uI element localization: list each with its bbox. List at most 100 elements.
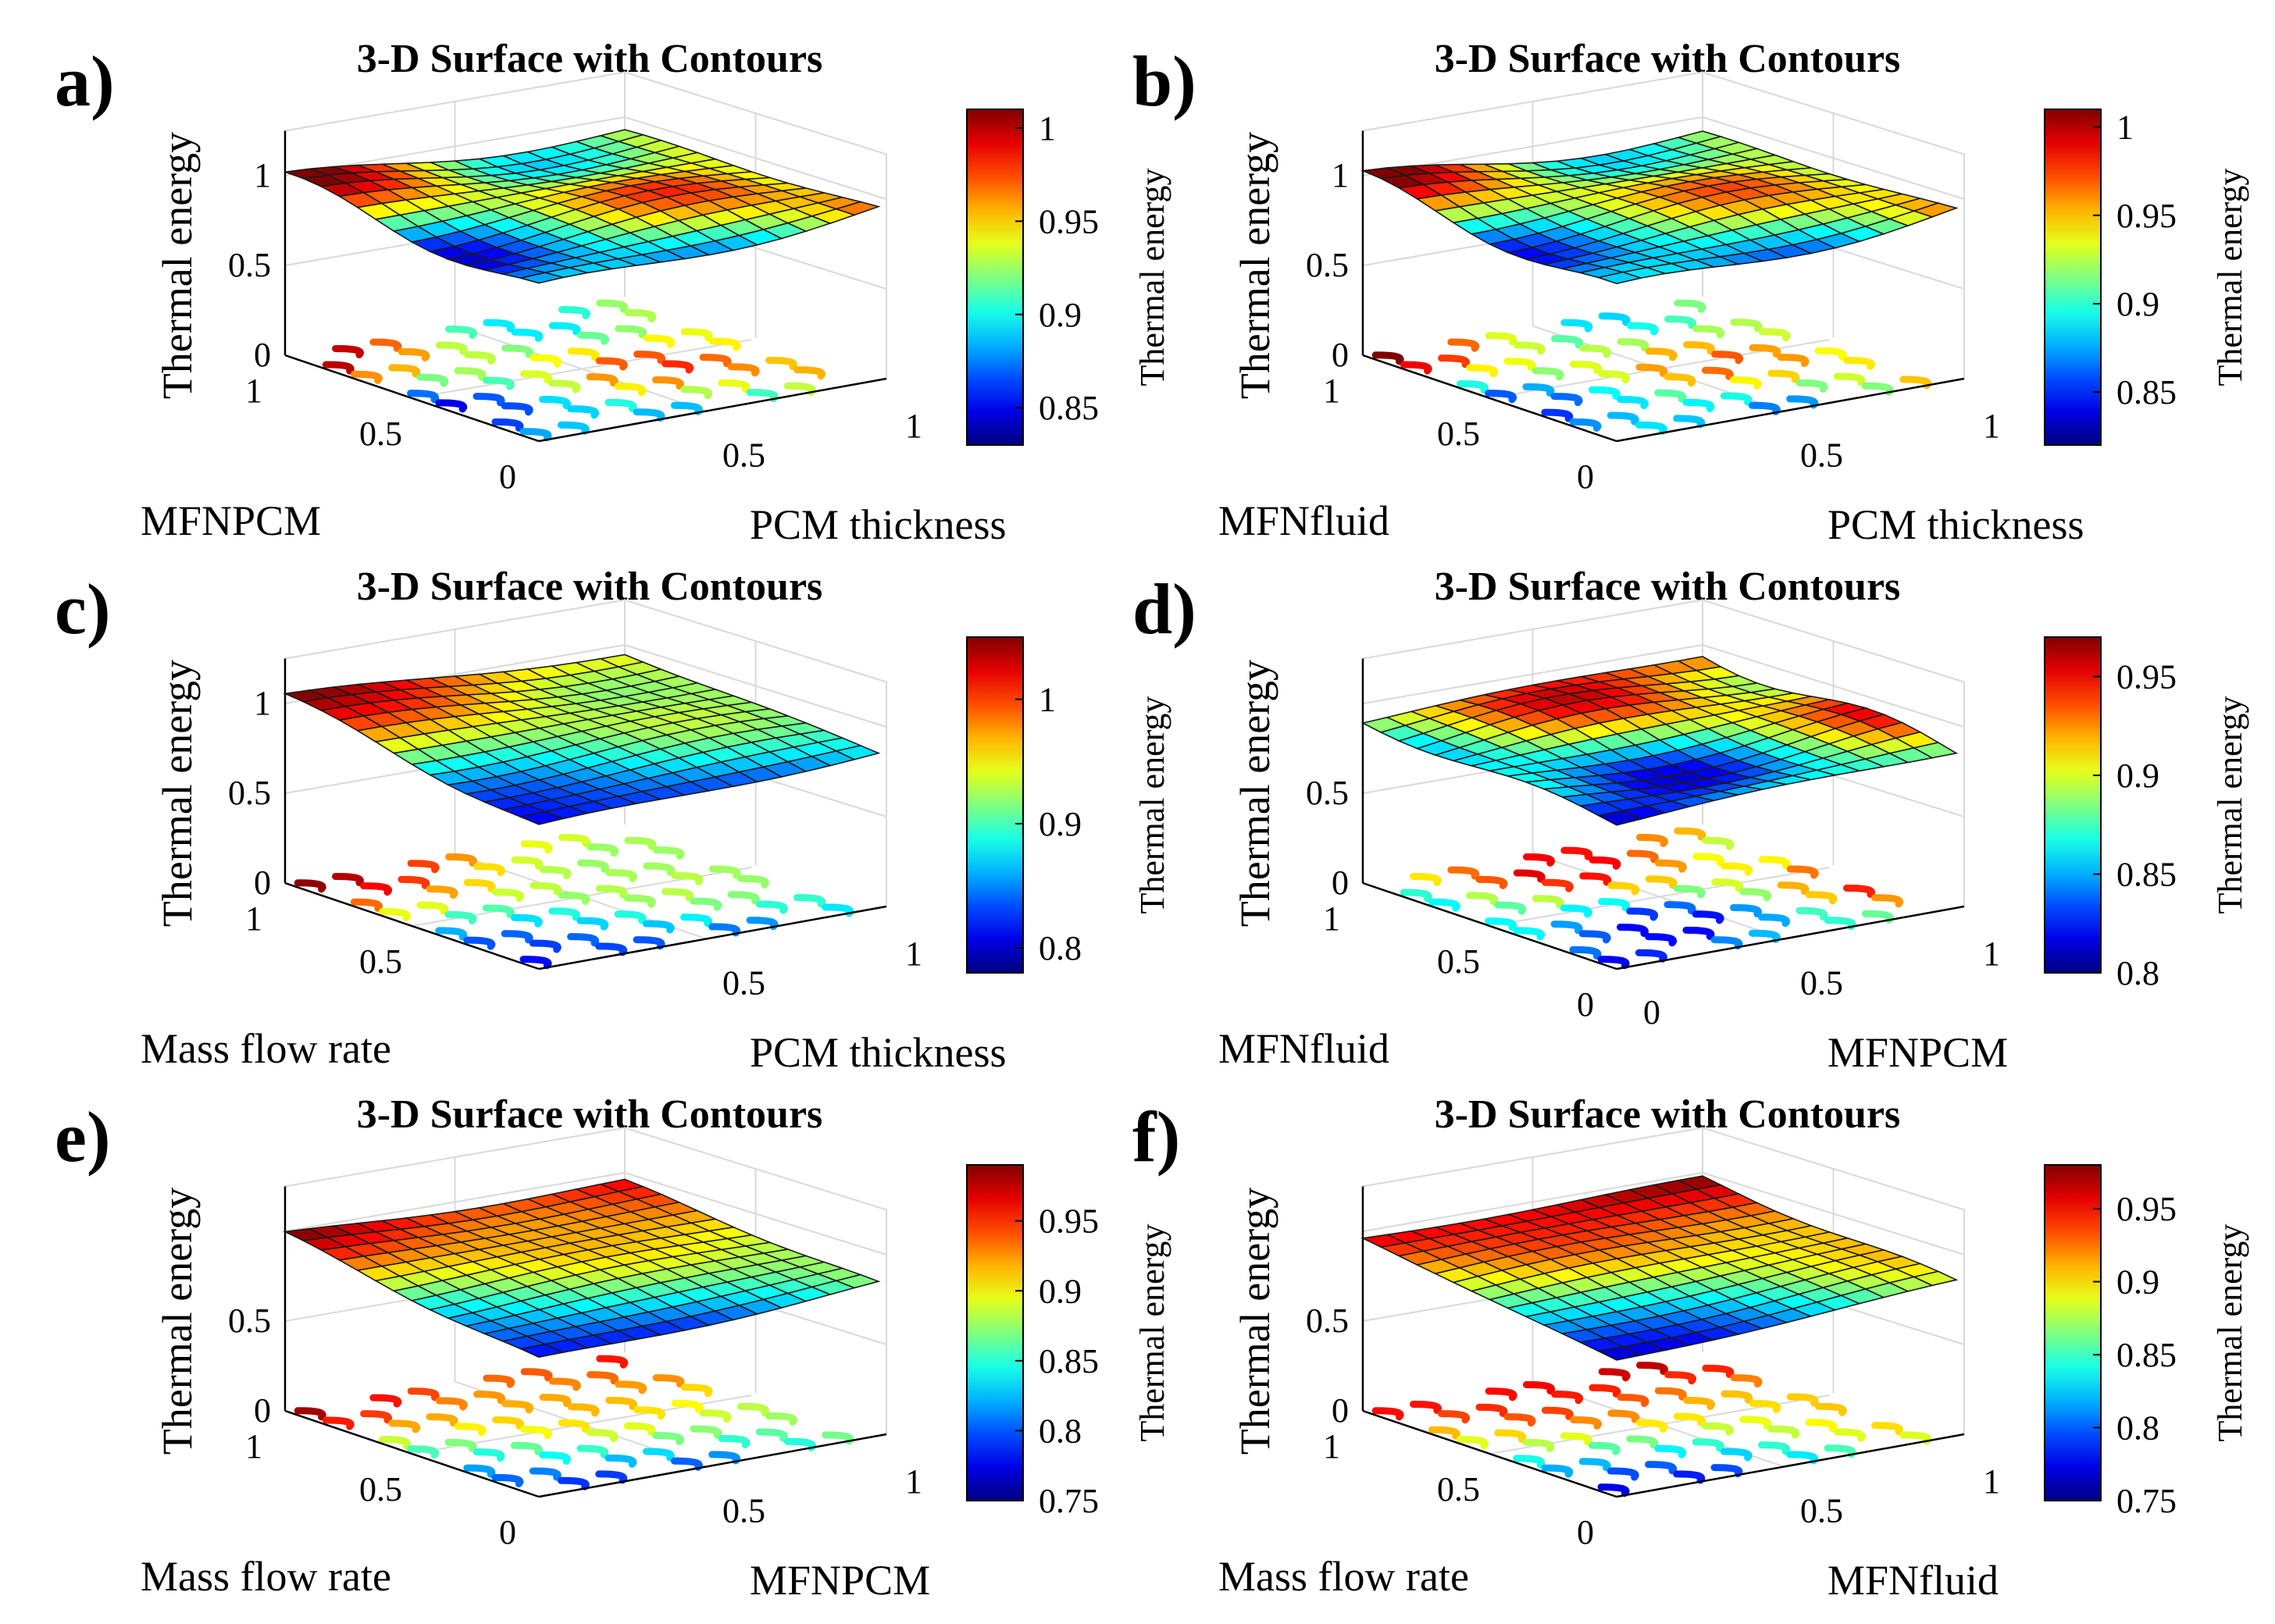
contour-line [652, 1374, 685, 1388]
contour-line [520, 370, 552, 384]
x-axis-label: Mass flow rate [141, 1025, 391, 1072]
contour-line [1598, 312, 1631, 326]
contour-line [1721, 1390, 1753, 1404]
chart-panel-a: 3-D Surface with Contoursa)10.5010.500.5… [55, 37, 1171, 548]
contour-line [718, 379, 751, 393]
contour-line [501, 930, 533, 944]
contour-line [1626, 322, 1659, 336]
contour-line [332, 872, 364, 887]
colorbar-label: Thermal energy [1133, 1224, 1171, 1442]
contour-line [416, 901, 449, 915]
z-tick-label: 0 [254, 864, 271, 902]
chart-title: 3-D Surface with Contours [1435, 37, 1901, 81]
contour-line [643, 334, 676, 348]
contour-line [615, 1380, 647, 1394]
chart-title: 3-D Surface with Contours [357, 1092, 823, 1137]
colorbar-tick-label: 0.75 [2116, 1482, 2177, 1520]
contour-lines [1400, 827, 1903, 970]
contour-line [670, 401, 703, 415]
contour-line [482, 904, 515, 918]
contour-line [1410, 1400, 1442, 1415]
contour-line [1485, 390, 1517, 404]
contour-line [708, 1451, 741, 1465]
colorbar-label: Thermal energy [1133, 696, 1171, 914]
contour-line [360, 882, 392, 896]
surface-face [1596, 271, 1644, 285]
contour-line [1626, 907, 1659, 921]
contour-line [671, 871, 704, 885]
contour-line [1617, 923, 1649, 938]
contour-line [614, 383, 647, 397]
contour-line [491, 418, 524, 432]
contour-line [1513, 927, 1546, 941]
contour-line [1692, 853, 1725, 867]
contour-line [1607, 881, 1640, 896]
colorbar-tick-label: 0.85 [1039, 1342, 1099, 1380]
contour-line [435, 399, 468, 413]
z-tick-label: 1 [254, 684, 271, 722]
colorbar [966, 109, 1024, 446]
contour-line [652, 376, 684, 390]
colorbar [2044, 1164, 2102, 1501]
chart-panel-e: 3-D Surface with Contourse)0.5010.500.51… [55, 1092, 1171, 1604]
contour-line [558, 891, 590, 905]
contour-line [1569, 418, 1602, 432]
x-tick-label: 0.5 [1437, 942, 1480, 981]
contour-line [483, 319, 515, 333]
contour-line [1541, 878, 1574, 892]
contour-line [454, 367, 487, 381]
surface-mesh [1360, 130, 1959, 285]
z-axis-label: Thermal energy [1232, 1188, 1278, 1455]
chart-title: 3-D Surface with Contours [357, 564, 823, 609]
colorbar-tick-label: 0.9 [1039, 805, 1082, 843]
contour-line [605, 868, 637, 883]
contour-line [1673, 885, 1706, 899]
z-tick-label: 0 [254, 336, 271, 374]
contour-line [1626, 849, 1659, 864]
contour-line [350, 898, 383, 912]
contour-line [1645, 1461, 1677, 1475]
contour-line [1513, 1455, 1546, 1469]
contour-line [587, 1371, 619, 1385]
contour-line [1683, 340, 1715, 355]
contour-line [1702, 836, 1735, 850]
contour-line [1711, 878, 1743, 892]
contour-line [595, 885, 628, 899]
contour-line [1503, 1413, 1536, 1427]
x-tick-label: 0.5 [359, 942, 402, 981]
colorbar-tick-label: 0.9 [2116, 1263, 2159, 1302]
contour-line [1589, 1384, 1621, 1398]
y-axis-line [1616, 377, 1965, 443]
panel-label: a) [55, 41, 115, 121]
y-axis-line [538, 377, 887, 443]
contour-line [1710, 936, 1743, 950]
contour-line [1606, 411, 1639, 426]
contour-line [604, 1454, 637, 1468]
contour-line [1692, 1438, 1724, 1452]
contour-line [1428, 1426, 1460, 1440]
colorbar-tick-label: 1 [1039, 681, 1056, 719]
contour-line [1579, 344, 1612, 358]
floor-gridline [455, 325, 709, 413]
x-tick-label: 1 [1323, 899, 1340, 938]
x-axis-label: MFNfluid [1218, 497, 1389, 544]
contour-line [407, 1387, 440, 1401]
contour-line [614, 910, 647, 924]
contour-line [736, 874, 769, 889]
contour-line [624, 836, 657, 850]
y-tick-label: 1 [905, 1462, 922, 1501]
contour-line [623, 894, 656, 908]
contour-line [1739, 1416, 1772, 1430]
contour-line [388, 1419, 421, 1433]
chart-title: 3-D Surface with Contours [357, 37, 823, 81]
chart-panel-f: 3-D Surface with Contoursf)0.5010.500.51… [1132, 1092, 2249, 1604]
contour-line [407, 390, 439, 404]
contour-lines [1371, 1361, 1932, 1498]
contour-line [1457, 1435, 1489, 1450]
axes-box [1361, 658, 1965, 970]
colorbar [2044, 109, 2102, 446]
contour-line [1579, 872, 1612, 886]
contour-line [1457, 379, 1489, 394]
contour-line [1767, 1425, 1800, 1439]
contour-line [1786, 395, 1819, 409]
